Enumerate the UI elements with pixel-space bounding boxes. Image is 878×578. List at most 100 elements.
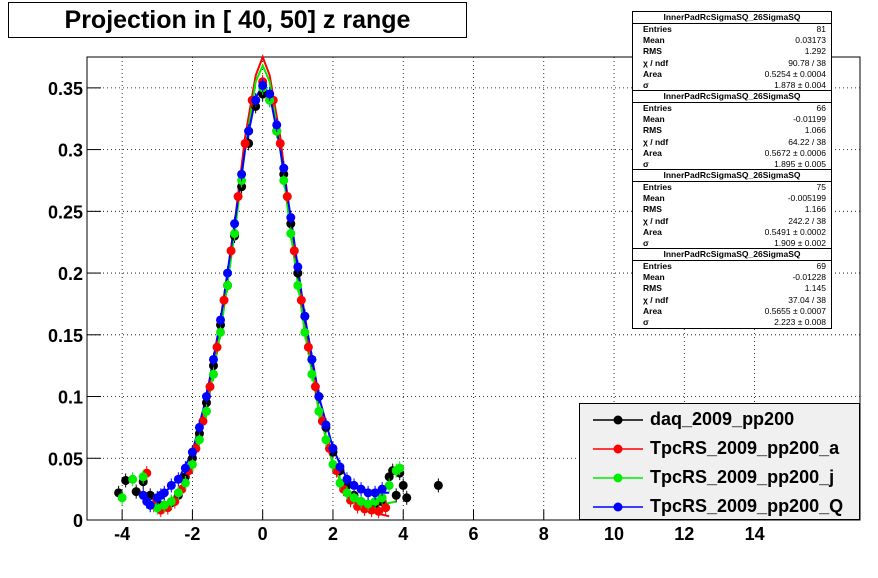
data-point-series-3	[314, 392, 324, 402]
stats-box-2: InnerPadRcSigmaSQ_26SigmaSQ Entries 75 Mean…	[632, 169, 832, 251]
stats-box-1: InnerPadRcSigmaSQ_26SigmaSQ Entries 66 Mean…	[632, 90, 832, 172]
stats-row: Area 0.5672 ± 0.0006	[633, 148, 831, 159]
stats-value: 2.223 ± 0.008	[774, 316, 826, 327]
data-point-series-2	[377, 493, 387, 503]
chart-title: Projection in [ 40, 50] z range	[64, 6, 411, 34]
stats-key: Entries	[643, 261, 672, 271]
data-point-series-2	[216, 327, 226, 337]
stats-value: 0.5254 ± 0.0004	[764, 68, 826, 79]
data-point-series-1	[275, 138, 285, 148]
stats-box-0: InnerPadRcSigmaSQ_26SigmaSQ Entries 81 Mean…	[632, 11, 832, 93]
stats-row: σ 1.895 ± 0.005	[633, 159, 831, 170]
stats-value: 1.895 ± 0.005	[774, 158, 826, 169]
data-point-series-2	[223, 280, 233, 290]
data-point-series-3	[363, 488, 373, 498]
stats-row: Mean -0.005199	[633, 193, 831, 204]
data-point-series-3	[208, 354, 218, 364]
x-tick-label: -2	[184, 524, 200, 544]
stats-value: 1.066	[804, 125, 826, 136]
data-point-series-3	[230, 219, 240, 229]
data-point-series-3	[300, 311, 310, 321]
x-tick-label: 0	[258, 524, 268, 544]
legend-marker-0	[593, 415, 643, 425]
stats-key: χ / ndf	[643, 215, 669, 226]
data-point-series-3	[251, 95, 261, 105]
stats-row: χ / ndf 64.22 / 38	[633, 137, 831, 148]
data-point-series-1	[212, 342, 222, 352]
stats-value: 1.166	[804, 204, 826, 215]
data-point-series-2	[363, 499, 373, 509]
data-point-series-3	[201, 392, 211, 402]
stats-key: σ	[643, 237, 649, 248]
data-point-series-1	[226, 246, 236, 256]
stats-row: Mean 0.03173	[633, 35, 831, 46]
stats-row: σ 2.223 ± 0.008	[633, 317, 831, 328]
data-point-series-3	[356, 484, 366, 494]
data-point-series-1	[219, 295, 229, 305]
stats-value: 0.5491 ± 0.0002	[764, 226, 826, 237]
data-point-series-3	[342, 474, 352, 484]
data-point-series-2	[335, 478, 345, 488]
stats-row: Area 0.5491 ± 0.0002	[633, 227, 831, 238]
data-point-series-2	[370, 496, 380, 506]
stats-key: Mean	[643, 193, 665, 204]
data-point-series-3	[145, 500, 155, 510]
y-tick-label: 0.3	[58, 141, 83, 161]
stats-value: 1.145	[804, 283, 826, 294]
stats-key: Area	[643, 226, 662, 237]
stats-key: RMS	[643, 46, 662, 57]
stats-title: InnerPadRcSigmaSQ_26SigmaSQ	[633, 12, 831, 24]
stats-title: InnerPadRcSigmaSQ_26SigmaSQ	[633, 91, 831, 103]
stats-value: 1.292	[804, 46, 826, 57]
data-point-series-2	[152, 503, 162, 513]
stats-row: Mean -0.01228	[633, 272, 831, 283]
data-point-series-1	[282, 192, 292, 202]
stats-value: -0.01228	[792, 272, 826, 283]
data-point-series-2	[384, 480, 394, 490]
stats-key: Entries	[643, 24, 672, 34]
y-tick-label: 0.35	[48, 79, 83, 99]
data-point-series-3	[370, 488, 380, 498]
data-point-series-2	[166, 496, 176, 506]
data-point-series-3	[244, 126, 254, 136]
stats-row: Mean -0.01199	[633, 114, 831, 125]
stats-key: σ	[643, 158, 649, 169]
data-point-series-1	[374, 506, 384, 516]
stats-key: σ	[643, 316, 649, 327]
stats-value: 37.04 / 38	[788, 294, 826, 305]
data-point-series-0	[398, 480, 408, 490]
stats-value: 64.22 / 38	[788, 136, 826, 147]
data-point-series-2	[208, 369, 218, 379]
legend-marker-1	[593, 444, 643, 454]
data-point-series-2	[342, 488, 352, 498]
data-point-series-2	[187, 459, 197, 469]
stats-row: RMS 1.292	[633, 46, 831, 57]
y-tick-label: 0.05	[48, 449, 83, 469]
y-tick-label: 0.25	[48, 202, 83, 222]
x-tick-label: 14	[745, 524, 765, 544]
stats-key: RMS	[643, 204, 662, 215]
data-point-series-3	[223, 268, 233, 278]
data-point-series-3	[180, 463, 190, 473]
data-point-series-3	[187, 447, 197, 457]
data-point-series-2	[117, 493, 127, 503]
stats-value: 1.909 ± 0.002	[774, 237, 826, 248]
data-point-series-2	[194, 435, 204, 445]
stats-value: 66	[816, 103, 826, 113]
data-point-series-1	[233, 192, 243, 202]
data-point-series-2	[180, 478, 190, 488]
data-point-series-2	[328, 459, 338, 469]
stats-value: 0.5655 ± 0.0007	[764, 305, 826, 316]
stats-row: σ 1.878 ± 0.004	[633, 80, 831, 91]
x-tick-label: 4	[398, 524, 408, 544]
x-tick-label: 12	[674, 524, 694, 544]
data-point-series-0	[391, 490, 401, 500]
data-point-series-2	[138, 472, 148, 482]
legend-item-1: TpcRS_2009_pp200_a	[580, 435, 859, 463]
y-tick-label: 0.15	[48, 326, 83, 346]
stats-value: 75	[816, 182, 826, 192]
legend: daq_2009_pp200 TpcRS_2009_pp200_a TpcRS_…	[579, 403, 860, 520]
data-point-series-3	[216, 315, 226, 325]
stats-key: Mean	[643, 114, 665, 125]
stats-key: χ / ndf	[643, 294, 669, 305]
